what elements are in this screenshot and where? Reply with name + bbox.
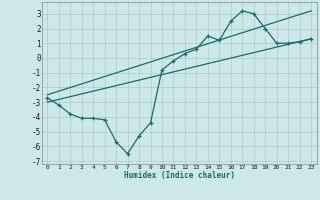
X-axis label: Humidex (Indice chaleur): Humidex (Indice chaleur) [124,171,235,180]
